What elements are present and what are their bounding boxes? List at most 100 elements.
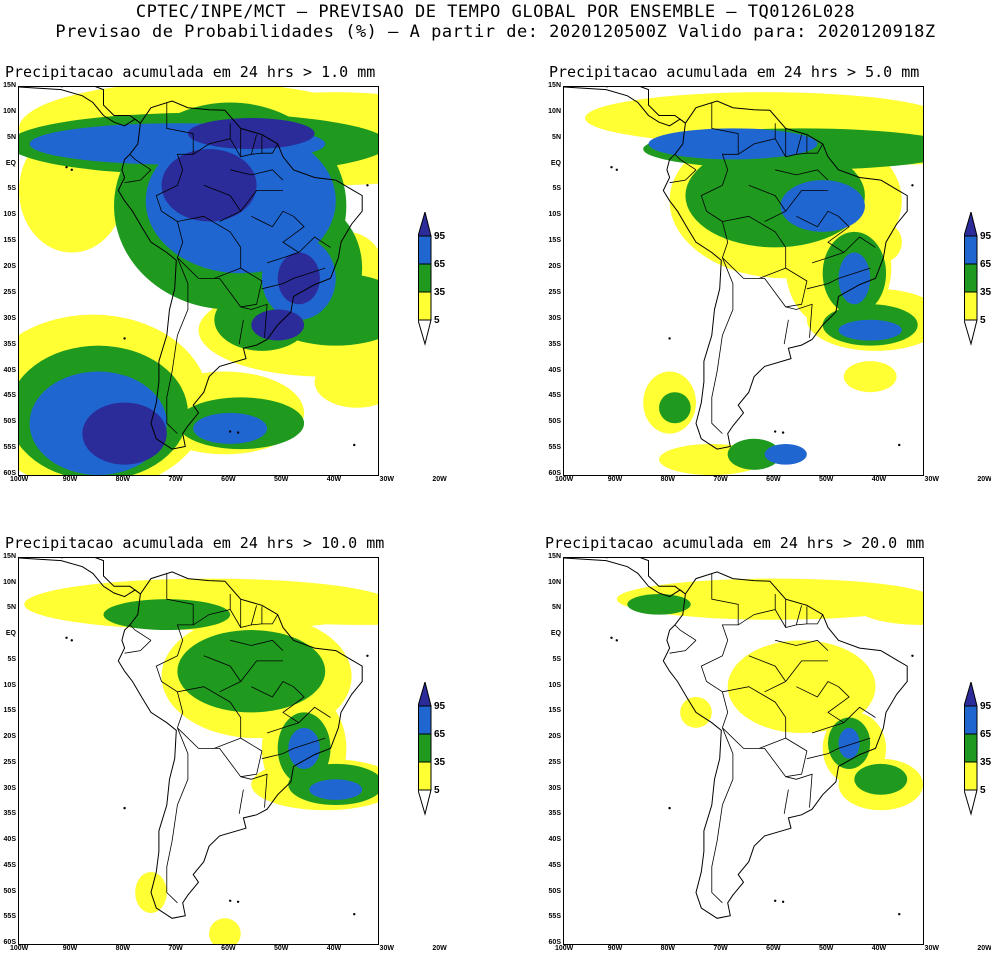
lat-tick-label: 15N (3, 553, 16, 560)
colorbar-bottom-arrow (964, 789, 978, 816)
colorbar-segment (418, 263, 432, 293)
colorbar-segment (418, 761, 432, 791)
colorbar-label: 5 (434, 315, 440, 326)
lat-tick-label: 5S (7, 185, 16, 193)
rain-probability-area-c35 (659, 392, 691, 424)
colorbar-label: 5 (434, 785, 440, 796)
lon-tick-label: 20W (977, 476, 991, 483)
rain-probability-area-c5 (616, 578, 923, 620)
lat-tick-label: 15S (3, 707, 16, 715)
colorbar-segment (964, 263, 978, 293)
country-border (759, 267, 808, 308)
lat-tick-label: 10S (548, 211, 561, 219)
country-border (166, 573, 194, 625)
lon-tick-label: 50W (273, 945, 289, 952)
rain-probability-area-c65 (780, 180, 865, 232)
colorbar-bottom-arrow (418, 319, 432, 346)
colorbar-segment (964, 761, 978, 791)
island (773, 899, 777, 902)
country-border (250, 605, 257, 626)
rain-probability-area-c35 (727, 438, 781, 470)
lat-tick-label: 30S (548, 784, 561, 792)
country-border (774, 609, 824, 628)
country-border (711, 727, 734, 904)
lat-tick-label: 55S (548, 444, 561, 452)
lat-tick-label: 15S (548, 237, 561, 245)
colorbar-label: 35 (980, 757, 991, 768)
lon-tick-label: 70W (168, 476, 183, 483)
lat-tick-label: 10S (548, 681, 561, 689)
lon-tick-label: 80W (115, 945, 130, 952)
country-border (806, 748, 839, 760)
country-border (261, 278, 294, 290)
rain-probability-area-c5 (859, 594, 923, 625)
lon-tick-label: 60W (221, 945, 236, 952)
rain-probability-area-c65 (838, 252, 871, 305)
lon-tick-label: 80W (660, 476, 675, 483)
lon-tick-label: 80W (115, 476, 130, 483)
rain-probability-area-c65 (309, 779, 363, 800)
country-border (669, 640, 697, 654)
lat-tick-label: 5S (552, 185, 561, 193)
lon-tick-label: 60W (766, 476, 781, 483)
country-border (759, 737, 808, 778)
lat-tick-label: 5N (7, 133, 16, 141)
map-canvas (19, 558, 378, 944)
island (123, 337, 126, 340)
main-title-line2: Previsao de Probabilidades (%) – A parti… (55, 22, 936, 42)
lat-tick-label: 60S (3, 470, 16, 477)
lat-tick-label: 50S (548, 418, 561, 426)
lon-tick-label: 70W (168, 945, 183, 952)
lat-tick-label: 20S (548, 733, 561, 741)
country-border (827, 686, 876, 724)
country-border (748, 184, 787, 212)
colorbar-shape (964, 682, 978, 816)
colorbar-segment (964, 235, 978, 265)
lat-tick-label: 15S (3, 237, 16, 245)
island (123, 806, 126, 810)
lon-tick-label: 80W (660, 945, 675, 952)
map-canvas (19, 87, 378, 475)
colorbar-segment (964, 705, 978, 735)
rain-probability-area-c35 (214, 273, 278, 315)
rain-probability-area-c95 (161, 149, 257, 222)
colorbar-segment (418, 235, 432, 265)
country-border (775, 639, 829, 651)
lon-tick-label: 70W (713, 476, 728, 483)
country-border (674, 154, 697, 171)
island (65, 165, 68, 169)
lat-tick-label: 55S (3, 913, 16, 921)
country-border (229, 138, 279, 158)
rain-probability-area-c35 (177, 630, 326, 713)
colorbar-segment (964, 291, 978, 321)
island (615, 639, 618, 642)
lat-tick-label: 55S (3, 444, 16, 452)
colorbar-segment (418, 291, 432, 321)
panel-2-title: Precipitacao acumulada em 24 hrs > 5.0 m… (549, 63, 920, 81)
lat-tick-label: 40S (3, 366, 16, 374)
lat-tick-label: 15N (548, 553, 561, 560)
island (610, 165, 613, 169)
country-border (166, 257, 189, 434)
country-border (711, 102, 739, 155)
lat-tick-label: 50S (3, 418, 16, 426)
colorbar-top-arrow (418, 212, 432, 237)
lat-tick-label: 5N (552, 133, 561, 141)
colorbar-bottom-arrow (964, 319, 978, 346)
lat-tick-label: 10S (3, 211, 16, 219)
lon-tick-label: 30W (379, 945, 394, 952)
coastline-south-america (117, 571, 363, 919)
panel-3-map (18, 557, 379, 945)
colorbar-label: 95 (434, 701, 446, 712)
rain-probability-area-c65 (838, 727, 860, 759)
lat-tick-label: 60S (548, 939, 561, 946)
lon-tick-label: 40W (326, 476, 342, 483)
coastline-south-america (662, 100, 908, 450)
country-border (214, 267, 263, 308)
island (70, 639, 73, 642)
country-border (229, 609, 279, 628)
lat-tick-label: 15N (548, 82, 561, 89)
country-border (811, 252, 844, 264)
rain-probability-area-c35 (103, 599, 231, 631)
country-border (806, 278, 839, 290)
